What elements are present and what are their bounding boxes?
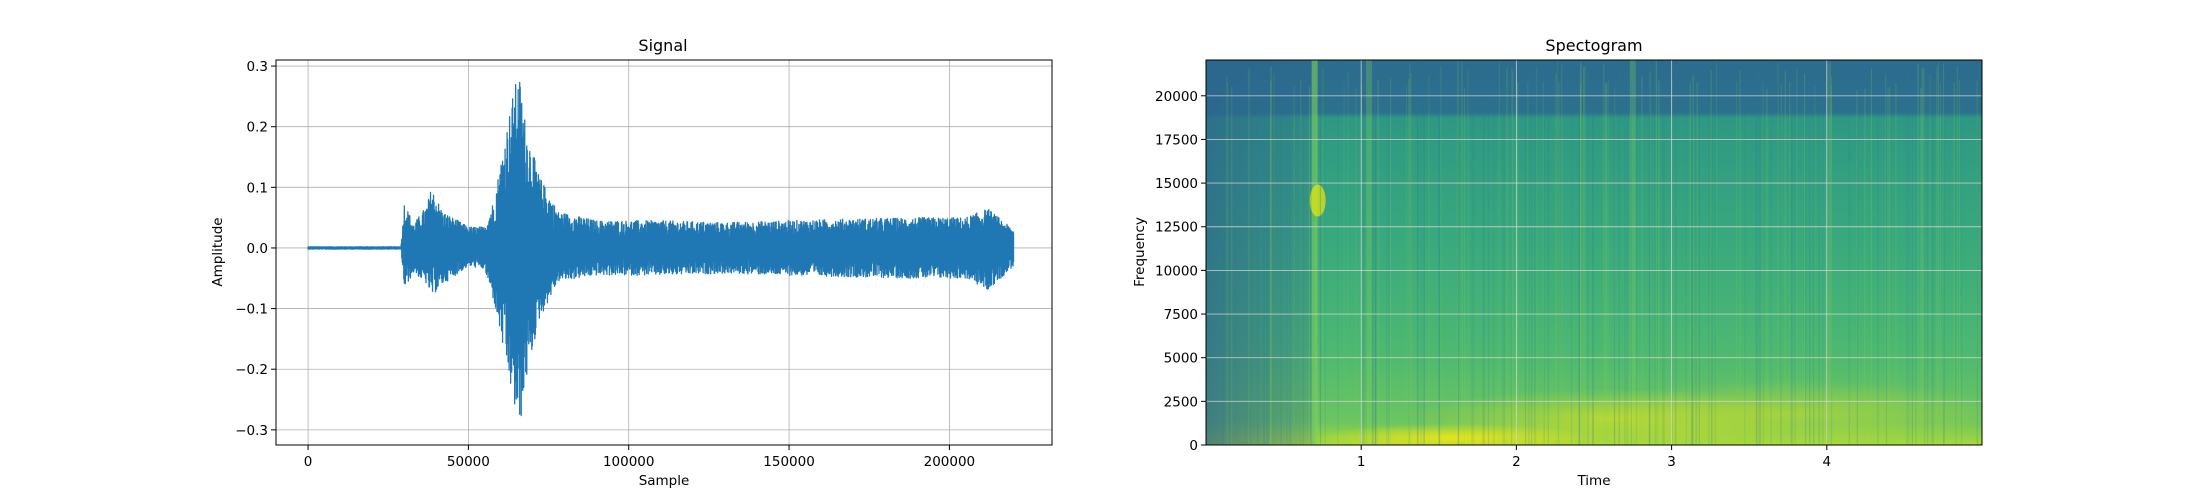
spectrogram-high-band	[1206, 60, 1982, 114]
spectrogram-event-streak	[1365, 60, 1372, 445]
spectrogram-y-tick-label: 0	[1189, 438, 1198, 454]
signal-x-tick-label: 150000	[763, 454, 815, 470]
signal-y-tick-label: 0.3	[247, 59, 268, 75]
signal-waveform-line	[307, 81, 1015, 417]
spectrogram-x-axis-label: Time	[1576, 473, 1610, 489]
signal-y-tick-label: −0.3	[235, 423, 268, 439]
spectrogram-y-tick-label: 12500	[1155, 220, 1198, 236]
spectrogram-low-energy-band	[1575, 379, 1982, 445]
spectrogram-x-ticks: 1 2 3 4	[1357, 445, 1831, 470]
signal-x-tick-label: 0	[304, 454, 313, 470]
spectrogram-image	[1206, 60, 1982, 445]
spectrogram-event-streak	[1629, 60, 1636, 445]
signal-y-tick-label: −0.2	[235, 362, 268, 378]
spectrogram-x-tick-label: 4	[1823, 454, 1832, 470]
spectrogram-y-tick-label: 10000	[1155, 263, 1198, 279]
signal-x-ticks: 0 50000 100000 150000 200000	[304, 445, 975, 470]
signal-y-tick-label: 0.0	[247, 241, 268, 257]
spectrogram-x-tick-label: 1	[1357, 454, 1366, 470]
signal-chart: Signal 0 50000 100000 150000 200000 −0.3 −0.2…	[210, 36, 1053, 489]
spectrogram-x-tick-label: 2	[1512, 454, 1521, 470]
signal-plot-area	[307, 81, 1015, 417]
spectrogram-quiet-region	[1206, 60, 1315, 445]
signal-x-tick-label: 50000	[447, 454, 490, 470]
spectrogram-y-tick-label: 5000	[1164, 351, 1198, 367]
signal-y-tick-label: 0.2	[247, 120, 268, 136]
spectrogram-chart-title: Spectogram	[1545, 36, 1642, 55]
signal-y-axis-label: Amplitude	[210, 217, 226, 286]
signal-x-tick-label: 100000	[603, 454, 655, 470]
signal-y-tick-label: −0.1	[235, 302, 268, 318]
spectrogram-grid	[1206, 60, 1982, 445]
spectrogram-texture	[1221, 60, 1982, 445]
spectrogram-hotspot	[1309, 184, 1326, 217]
spectrogram-x-tick-label: 3	[1667, 454, 1676, 470]
signal-axes-frame	[275, 59, 1053, 446]
spectrogram-axes-frame	[1205, 59, 1983, 446]
spectrogram-event-streak	[1311, 60, 1318, 445]
spectrogram-y-tick-label: 7500	[1164, 307, 1198, 323]
spectrogram-chart: Spectogram 1 2 3 4 0 2500 5000 7500 10000 12500 1…	[1132, 36, 1983, 489]
signal-y-ticks: −0.3 −0.2 −0.1 0.0 0.1 0.2 0.3	[235, 59, 276, 439]
spectrogram-y-tick-label: 20000	[1155, 89, 1198, 105]
spectrogram-y-tick-label: 17500	[1155, 132, 1198, 148]
spectrogram-y-tick-label: 2500	[1164, 394, 1198, 410]
spectrogram-y-axis-label: Frequency	[1132, 217, 1148, 287]
spectrogram-y-ticks: 0 2500 5000 7500 10000 12500 15000 17500 20000	[1155, 89, 1206, 454]
signal-x-axis-label: Sample	[639, 473, 690, 489]
signal-y-tick-label: 0.1	[247, 180, 268, 196]
spectrogram-y-tick-label: 15000	[1155, 176, 1198, 192]
signal-chart-title: Signal	[638, 36, 687, 55]
signal-x-tick-label: 200000	[924, 454, 976, 470]
